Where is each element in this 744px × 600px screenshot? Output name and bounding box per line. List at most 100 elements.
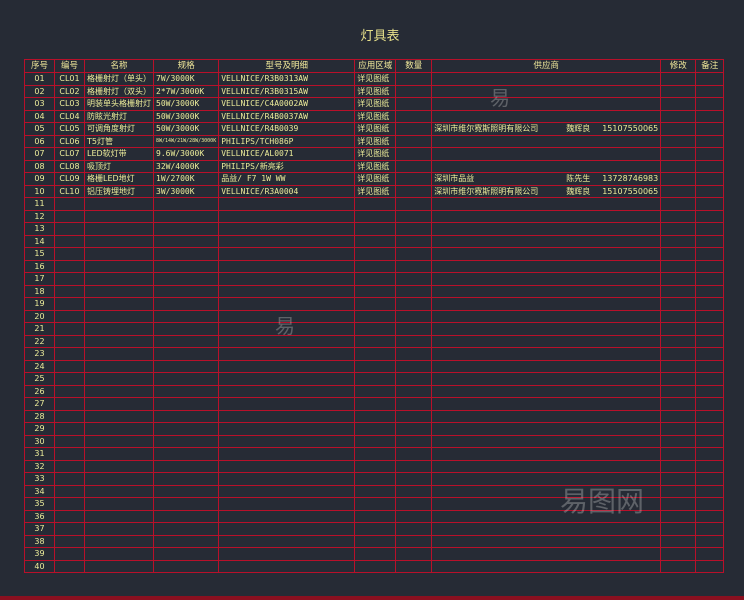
row-quantity	[395, 422, 433, 436]
row-area: 详见图纸	[354, 109, 397, 123]
row-model	[218, 209, 356, 223]
lighting-schedule-table: 序号 编号 名称 规格 型号及明细 应用区域 数量 供应商 修改 备注 01 CL…	[24, 59, 725, 573]
row-name	[84, 397, 154, 411]
row-name	[84, 209, 154, 223]
header-name: 名称	[84, 59, 154, 73]
row-code	[54, 247, 85, 261]
row-code	[54, 484, 85, 498]
table-row: 11	[24, 197, 725, 211]
row-spec: 50W/3000K	[152, 97, 220, 111]
row-index: 18	[24, 284, 55, 298]
table-row: 38	[24, 534, 725, 548]
row-model	[218, 434, 356, 448]
row-index: 05	[24, 122, 55, 136]
row-supplier	[431, 459, 662, 473]
row-supplier: 深圳市维尔霓斯照明有限公司 魏辉良 15107550065	[431, 122, 662, 136]
row-spec: 3W/3000K	[152, 184, 220, 198]
row-remarks	[695, 422, 725, 436]
row-revision	[660, 359, 697, 373]
row-index: 24	[24, 359, 55, 373]
row-area	[354, 384, 397, 398]
row-supplier	[431, 159, 662, 173]
table-row: 19	[24, 297, 725, 311]
row-area	[354, 197, 397, 211]
row-revision	[660, 222, 697, 236]
table-row: 32	[24, 459, 725, 473]
row-name: 可调角度射灯	[84, 122, 154, 136]
row-remarks	[695, 222, 725, 236]
row-code	[54, 509, 85, 523]
row-model	[218, 247, 356, 261]
row-remarks	[695, 522, 725, 536]
supplier-name: 深圳市品益	[434, 174, 475, 184]
row-index: 09	[24, 172, 55, 186]
row-supplier	[431, 97, 662, 111]
row-revision	[660, 347, 697, 361]
row-index: 22	[24, 334, 55, 348]
row-model	[218, 534, 356, 548]
row-area	[354, 347, 397, 361]
table-row: 33	[24, 472, 725, 486]
row-code	[54, 309, 85, 323]
table-row: 26	[24, 384, 725, 398]
row-supplier	[431, 284, 662, 298]
row-quantity	[395, 209, 433, 223]
row-model	[218, 547, 356, 561]
row-quantity	[395, 172, 433, 186]
row-name: 格栅射灯（双头）	[84, 84, 154, 98]
row-model: VELLNICE/C4A0002AW	[218, 97, 356, 111]
row-index: 31	[24, 447, 55, 461]
row-revision	[660, 259, 697, 273]
row-name	[84, 234, 154, 248]
table-row: 03 CL03 明装单头格栅射灯 50W/3000K VELLNICE/C4A0002A…	[24, 97, 725, 111]
row-name	[84, 222, 154, 236]
row-revision	[660, 147, 697, 161]
table-row: 02 CL02 格栅射灯（双头） 2*7W/3000K VELLNICE/R3B0315…	[24, 84, 725, 98]
row-index: 06	[24, 134, 55, 148]
row-revision	[660, 97, 697, 111]
row-remarks	[695, 109, 725, 123]
row-revision	[660, 422, 697, 436]
row-remarks	[695, 534, 725, 548]
table-row: 10 CL10 铝压铸埋地灯 3W/3000K VELLNICE/R3A0004 详见图纸…	[24, 184, 725, 198]
table-row: 40	[24, 559, 725, 573]
row-supplier	[431, 272, 662, 286]
row-remarks	[695, 247, 725, 261]
row-quantity	[395, 322, 433, 336]
row-revision	[660, 509, 697, 523]
row-area	[354, 484, 397, 498]
row-spec	[152, 434, 220, 448]
row-area: 详见图纸	[354, 147, 397, 161]
row-area	[354, 534, 397, 548]
header-model: 型号及明细	[218, 59, 356, 73]
row-supplier	[431, 84, 662, 98]
row-index: 17	[24, 272, 55, 286]
row-index: 13	[24, 222, 55, 236]
table-row: 29	[24, 422, 725, 436]
row-model	[218, 509, 356, 523]
row-revision	[660, 309, 697, 323]
table-row: 14	[24, 234, 725, 248]
row-remarks	[695, 72, 725, 86]
row-code	[54, 534, 85, 548]
supplier-contact: 陈先生	[566, 174, 591, 184]
table-row: 24	[24, 359, 725, 373]
row-quantity	[395, 409, 433, 423]
table-row: 30	[24, 434, 725, 448]
row-remarks	[695, 334, 725, 348]
row-quantity	[395, 159, 433, 173]
row-supplier	[431, 247, 662, 261]
row-name	[84, 247, 154, 261]
row-spec	[152, 334, 220, 348]
supplier-contact: 魏辉良	[566, 186, 591, 196]
row-quantity	[395, 497, 433, 511]
row-area: 详见图纸	[354, 84, 397, 98]
row-index: 14	[24, 234, 55, 248]
row-model: 品益/ F7 1W WW	[218, 172, 356, 186]
row-quantity	[395, 459, 433, 473]
row-code	[54, 384, 85, 398]
row-spec	[152, 384, 220, 398]
row-quantity	[395, 509, 433, 523]
row-quantity	[395, 434, 433, 448]
row-supplier	[431, 359, 662, 373]
